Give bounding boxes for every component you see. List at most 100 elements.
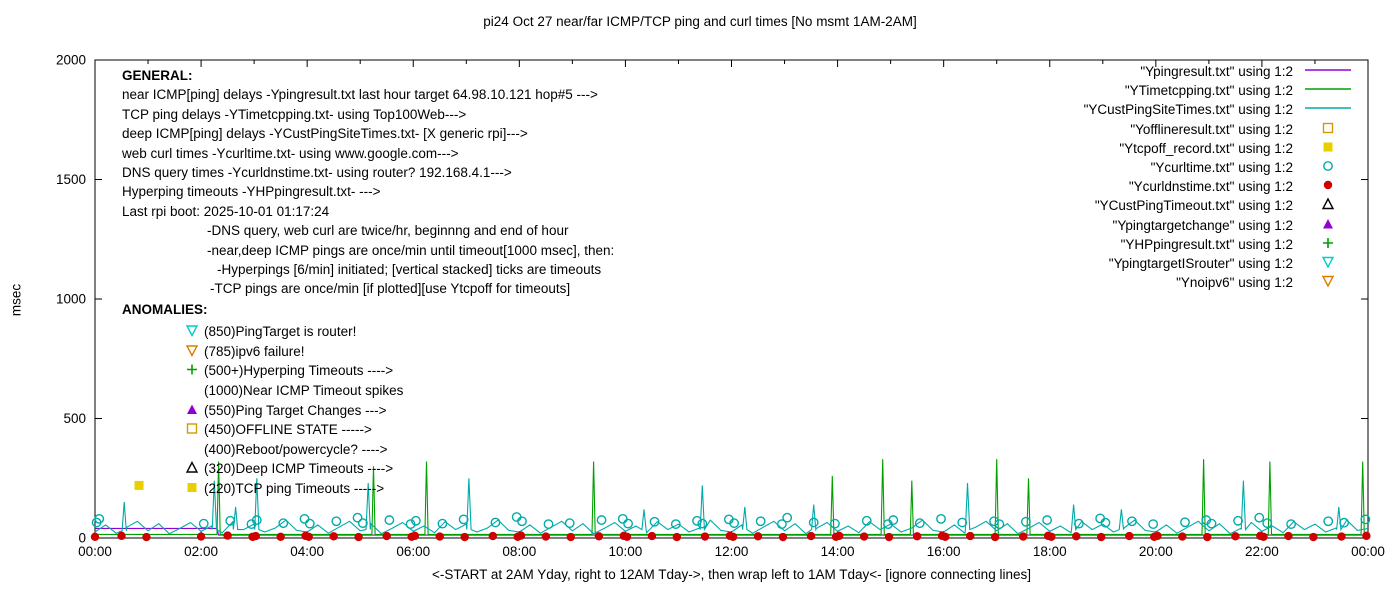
legend-label: "YCustPingTimeout.txt" using 1:2 — [1094, 198, 1293, 214]
svg-text:20:00: 20:00 — [1139, 544, 1173, 559]
svg-text:18:00: 18:00 — [1033, 544, 1067, 559]
svg-text:1500: 1500 — [56, 172, 86, 187]
legend-triangle-open-icon — [1302, 196, 1354, 215]
legend-tri-down-open-icon — [1302, 254, 1354, 273]
svg-text:00:00: 00:00 — [1351, 544, 1385, 559]
general-lines: near ICMP[ping] delays -Ypingresult.txt … — [122, 85, 614, 298]
anomaly-item: (500+)Hyperping Timeouts ----> — [184, 361, 403, 381]
anomalies-notes: ANOMALIES: (850)PingTarget is router! (78… — [122, 302, 403, 498]
legend-line-sample-icon — [1302, 81, 1354, 100]
svg-text:08:00: 08:00 — [502, 544, 536, 559]
legend-item: "YCustPingTimeout.txt" using 1:2 — [1084, 196, 1354, 215]
svg-text:16:00: 16:00 — [927, 544, 961, 559]
anomaly-item: (400)Reboot/powercycle? ----> — [184, 440, 403, 460]
svg-text:500: 500 — [63, 411, 86, 426]
legend-label: "Yofflineresult.txt" using 1:2 — [1130, 121, 1293, 137]
svg-text:04:00: 04:00 — [290, 544, 324, 559]
x-axis-label: <-START at 2AM Yday, right to 12AM Tday-… — [432, 567, 1031, 582]
general-line: -Hyperpings [6/min] initiated; [vertical… — [217, 262, 602, 278]
legend-item: "Ycurltime.txt" using 1:2 — [1084, 158, 1354, 177]
anomaly-item: (1000)Near ICMP Timeout spikes — [184, 381, 403, 401]
legend-tri-down-open-icon — [1302, 273, 1354, 292]
anomaly-text: (220)TCP ping Timeouts -----> — [204, 481, 385, 497]
legend-label: "Ynoipv6" using 1:2 — [1176, 275, 1293, 291]
triangle-filled-icon — [184, 400, 204, 421]
anomaly-text: (1000)Near ICMP Timeout spikes — [204, 383, 404, 399]
anomaly-text: (320)Deep ICMP Timeouts ----> — [204, 461, 394, 477]
svg-text:14:00: 14:00 — [821, 544, 855, 559]
chart-title: pi24 Oct 27 near/far ICMP/TCP ping and c… — [483, 14, 917, 29]
legend-label: "Ytcpoff_record.txt" using 1:2 — [1119, 140, 1293, 156]
anomaly-spacer — [184, 439, 204, 460]
legend-circle-open-icon — [1302, 158, 1354, 177]
legend-square-filled-icon — [1302, 139, 1354, 158]
legend-item: "YCustPingSiteTimes.txt" using 1:2 — [1084, 100, 1354, 119]
anomaly-item: (220)TCP ping Timeouts -----> — [184, 479, 403, 499]
general-line: -TCP pings are once/min [if plotted][use… — [210, 281, 571, 297]
general-line: -DNS query, web curl are twice/hr, begin… — [207, 223, 569, 239]
svg-text:22:00: 22:00 — [1245, 544, 1279, 559]
legend-item: "Ytcpoff_record.txt" using 1:2 — [1084, 139, 1354, 158]
anomaly-text: (550)Ping Target Changes ---> — [204, 402, 387, 418]
tri-down-open-icon — [184, 341, 204, 362]
anomaly-text: (450)OFFLINE STATE -----> — [204, 422, 372, 438]
anomaly-text: (850)PingTarget is router! — [204, 324, 357, 340]
svg-text:10:00: 10:00 — [609, 544, 643, 559]
square-filled-icon — [184, 478, 204, 499]
general-line: TCP ping delays -YTimetcpping.txt- using… — [122, 106, 467, 122]
svg-text:12:00: 12:00 — [715, 544, 749, 559]
anomaly-text: (500+)Hyperping Timeouts ----> — [204, 363, 394, 379]
triangle-open-icon — [184, 458, 204, 479]
legend-label: "Ypingtargetchange" using 1:2 — [1112, 217, 1293, 233]
plus-icon — [184, 360, 204, 381]
anomaly-item: (785)ipv6 failure! — [184, 342, 403, 362]
legend-label: "YpingtargetISrouter" using 1:2 — [1108, 255, 1293, 271]
anomalies-items: (850)PingTarget is router! (785)ipv6 fail… — [122, 322, 403, 498]
legend-item: "Ypingtargetchange" using 1:2 — [1084, 216, 1354, 235]
anomaly-item: (320)Deep ICMP Timeouts ----> — [184, 459, 403, 479]
legend-square-open-icon — [1302, 120, 1354, 139]
anomaly-item: (550)Ping Target Changes ---> — [184, 400, 403, 420]
anomaly-item: (450)OFFLINE STATE -----> — [184, 420, 403, 440]
svg-text:1000: 1000 — [56, 292, 86, 307]
svg-text:2000: 2000 — [56, 53, 86, 68]
general-line: near ICMP[ping] delays -Ypingresult.txt … — [122, 87, 598, 103]
legend: "Ypingresult.txt" using 1:2 "YTimetcpping… — [1084, 62, 1354, 292]
legend-item: "YpingtargetISrouter" using 1:2 — [1084, 254, 1354, 273]
legend-item: "Ynoipv6" using 1:2 — [1084, 273, 1354, 292]
legend-label: "YHPpingresult.txt" using 1:2 — [1120, 236, 1293, 252]
square-open-icon — [184, 419, 204, 440]
tri-down-open-icon — [184, 321, 204, 342]
svg-text:02:00: 02:00 — [184, 544, 218, 559]
general-heading: GENERAL: — [122, 68, 193, 83]
legend-item: "YTimetcpping.txt" using 1:2 — [1084, 81, 1354, 100]
legend-item: "Ypingresult.txt" using 1:2 — [1084, 62, 1354, 81]
legend-plus-icon — [1302, 235, 1354, 254]
legend-label: "Ycurldnstime.txt" using 1:2 — [1128, 179, 1293, 195]
svg-text:0: 0 — [78, 531, 86, 546]
general-line: Last rpi boot: 2025-10-01 01:17:24 — [122, 203, 330, 219]
anomaly-spacer — [184, 380, 204, 401]
general-line: web curl times -Ycurltime.txt- using www… — [122, 145, 459, 161]
anomaly-item: (850)PingTarget is router! — [184, 322, 403, 342]
legend-label: "YCustPingSiteTimes.txt" using 1:2 — [1083, 102, 1293, 118]
anomaly-text: (785)ipv6 failure! — [204, 343, 305, 359]
anomalies-heading: ANOMALIES: — [122, 302, 208, 317]
general-line: deep ICMP[ping] delays -YCustPingSiteTim… — [122, 126, 528, 142]
legend-line-sample-icon — [1302, 62, 1354, 81]
legend-line-sample-icon — [1302, 100, 1354, 119]
legend-item: "Yofflineresult.txt" using 1:2 — [1084, 120, 1354, 139]
general-line: DNS query times -Ycurldnstime.txt- using… — [122, 165, 512, 181]
legend-label: "Ycurltime.txt" using 1:2 — [1150, 160, 1293, 176]
anomaly-text: (400)Reboot/powercycle? ----> — [204, 441, 388, 457]
svg-text:06:00: 06:00 — [396, 544, 430, 559]
legend-item: "YHPpingresult.txt" using 1:2 — [1084, 235, 1354, 254]
general-line: Hyperping timeouts -YHPpingresult.txt- -… — [122, 184, 381, 200]
legend-label: "Ypingresult.txt" using 1:2 — [1140, 64, 1293, 80]
general-notes: GENERAL: near ICMP[ping] delays -Ypingre… — [122, 66, 614, 299]
svg-text:00:00: 00:00 — [78, 544, 112, 559]
legend-triangle-filled-icon — [1302, 216, 1354, 235]
